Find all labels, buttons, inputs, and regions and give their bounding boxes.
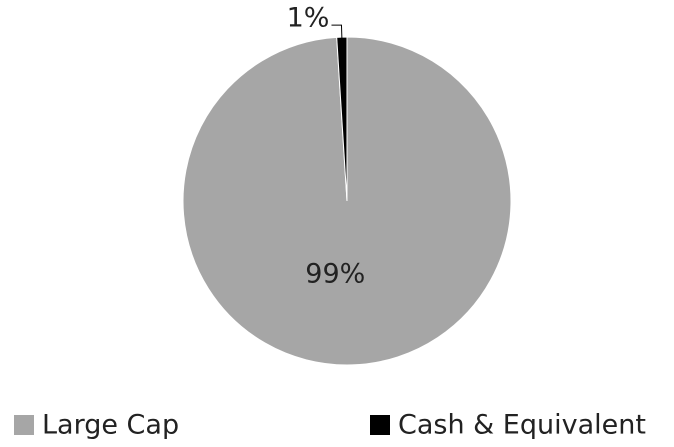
legend-swatch bbox=[14, 415, 34, 435]
data-label: 1% bbox=[287, 3, 330, 34]
leader-line bbox=[331, 24, 343, 40]
legend-label: Cash & Equivalent bbox=[398, 410, 646, 441]
legend-swatch bbox=[370, 415, 390, 435]
data-label: 99% bbox=[305, 258, 365, 289]
legend-label: Large Cap bbox=[42, 410, 179, 441]
